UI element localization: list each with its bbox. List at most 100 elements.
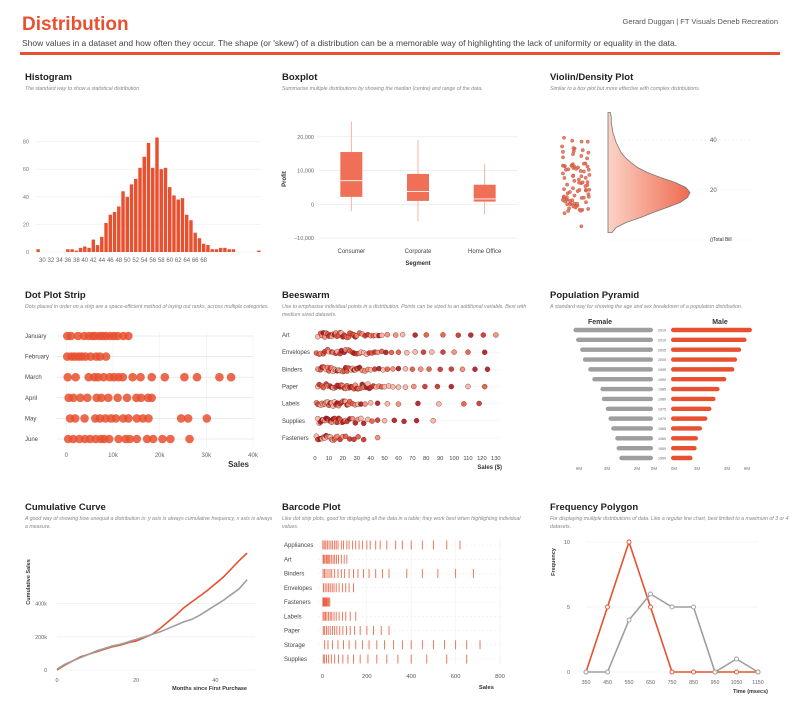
- violin-point: [561, 155, 565, 160]
- pyramid-x-tick: 0M: [671, 466, 678, 471]
- dotstrip-dot: [124, 331, 133, 341]
- boxplot-x-tick: Consumer: [337, 249, 365, 255]
- histogram-x-tick: 52: [132, 258, 139, 264]
- dotstrip-dot: [132, 434, 142, 444]
- dotstrip-title: Dot Plot Strip: [25, 290, 86, 301]
- violin-point: [571, 174, 575, 178]
- freqpoly-point: [583, 669, 589, 675]
- histogram-bar: [108, 214, 113, 252]
- beeswarm-category: Paper: [282, 385, 298, 391]
- beeswarm-point: [384, 366, 391, 372]
- histogram-x-tick: 38: [73, 258, 80, 264]
- dotstrip-dot: [160, 372, 170, 382]
- cumulative-x-label: Months since First Purchase: [172, 686, 247, 692]
- histogram-y-tick: 0: [26, 250, 29, 256]
- pyramid-chart: Female Male 2019 2010 2005 2000 1995 1990 1985 19…: [573, 319, 752, 471]
- freqpoly-point: [734, 669, 739, 675]
- beeswarm-point: [361, 420, 367, 426]
- dotstrip-dot: [73, 331, 83, 341]
- violin-tick: 20: [710, 188, 717, 194]
- page-subtitle: Show values in a dataset and how often t…: [22, 38, 678, 48]
- histogram-bar: [74, 250, 79, 252]
- pyramid-bar-female: [588, 367, 653, 372]
- beeswarm-point: [426, 366, 432, 372]
- beeswarm-point: [476, 400, 482, 407]
- violin-point: [565, 202, 570, 207]
- violin-point: [562, 187, 566, 191]
- cumulative-panel: Cumulative Curve A good way of showing h…: [25, 502, 275, 702]
- violin-point: [587, 187, 592, 192]
- barcode-category: Supplies: [284, 657, 307, 663]
- pyramid-x-tick: 2M: [694, 466, 701, 471]
- beeswarm-x-tick: 80: [423, 456, 429, 462]
- dotstrip-dot: [76, 393, 85, 403]
- page-title: Distribution: [22, 14, 129, 35]
- dotstrip-dot: [71, 372, 80, 382]
- dotstrip-dot: [176, 414, 186, 423]
- beeswarm-point: [412, 332, 418, 338]
- beeswarm-point: [391, 417, 397, 424]
- freqpoly-point: [755, 669, 761, 675]
- beeswarm-point: [409, 366, 416, 372]
- dotstrip-category: May: [25, 416, 36, 422]
- violin-point: [570, 138, 575, 143]
- dotstrip-dot: [69, 434, 78, 444]
- violin-point: [562, 135, 566, 140]
- histogram-x-tick: 34: [56, 258, 63, 264]
- histogram-x-tick: 62: [175, 258, 182, 264]
- beeswarm-point: [448, 383, 454, 390]
- violin-point: [565, 195, 569, 200]
- barcode-category: Appliances: [284, 543, 313, 549]
- histogram-bar: [95, 245, 100, 252]
- violin-point: [577, 177, 581, 182]
- dotstrip-dot: [104, 434, 114, 444]
- beeswarm-point: [418, 366, 424, 372]
- histogram-bar: [87, 247, 91, 252]
- violin-point: [560, 144, 564, 149]
- beeswarm-point: [429, 349, 435, 355]
- pyramid-year-label: 1965: [658, 427, 666, 431]
- histogram-x-tick: 60: [166, 258, 173, 264]
- cumulative-y-tick: 200k: [35, 635, 47, 641]
- pyramid-bar-female: [601, 396, 653, 402]
- freqpoly-point: [626, 539, 632, 545]
- beeswarm-point: [465, 383, 471, 390]
- histogram-x-tick: 30: [39, 258, 46, 264]
- histogram-x-tick: 68: [200, 258, 207, 264]
- dotstrip-dot: [83, 393, 92, 403]
- pyramid-bar-female: [576, 337, 653, 343]
- barcode-x-tick: 600: [451, 674, 461, 680]
- beeswarm-point: [395, 365, 402, 372]
- pyramid-bar-male: [671, 416, 708, 421]
- violin-title: Violin/Density Plot: [550, 72, 634, 83]
- pyramid-bar-male: [671, 406, 712, 411]
- histogram-bar: [159, 169, 163, 252]
- boxplot-x-label: Segment: [405, 261, 430, 267]
- violin-point: [584, 200, 588, 205]
- histogram-y-tick: 80: [23, 140, 29, 146]
- dotstrip-dot: [202, 414, 212, 423]
- beeswarm-point: [440, 349, 446, 355]
- beeswarm-point: [493, 332, 499, 338]
- histogram-x-tick: 50: [124, 258, 131, 264]
- barcode-title: Barcode Plot: [282, 502, 341, 513]
- histogram-subtitle: The standard way to show a statistical d…: [25, 86, 140, 92]
- violin-point: [583, 184, 588, 188]
- freqpoly-point: [669, 669, 675, 675]
- beeswarm-point: [484, 366, 491, 372]
- histogram-x-tick: 58: [158, 258, 165, 264]
- freqpoly-y-tick: 0: [567, 670, 570, 676]
- pyramid-bar-male: [671, 436, 698, 441]
- freqpoly-x-tick: 550: [625, 680, 634, 686]
- violin-point: [586, 192, 591, 197]
- beeswarm-category: Envelopes: [282, 350, 310, 356]
- pyramid-year-label: 1995: [658, 368, 666, 372]
- freqpoly-x-label: Time (msecs): [733, 689, 768, 695]
- boxplot-y-tick: 10,000: [297, 169, 314, 175]
- dotstrip-dot: [63, 372, 73, 382]
- histogram-x-tick: 42: [90, 258, 97, 264]
- histogram-bar: [146, 142, 151, 252]
- histogram-bar: [193, 232, 197, 252]
- freqpoly-x-tick: 450: [603, 680, 612, 686]
- dotstrip-dot: [122, 393, 132, 403]
